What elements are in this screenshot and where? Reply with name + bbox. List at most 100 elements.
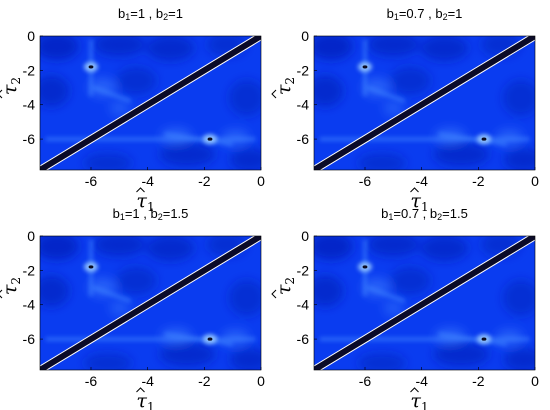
texture-patch <box>383 300 404 317</box>
texture-patch <box>229 347 261 370</box>
title-subscript: 1 <box>388 212 393 222</box>
diagonal-band <box>40 36 261 170</box>
y-axis-label: τ2 <box>273 277 297 295</box>
y-axis-symbol: τ <box>0 84 21 95</box>
texture-patch <box>93 36 146 57</box>
x-tick-label: -2 <box>472 373 485 389</box>
peak-1 <box>84 261 98 272</box>
texture-patch <box>433 342 490 367</box>
ridge-line <box>438 331 507 347</box>
texture-patch <box>358 353 406 370</box>
x-tick-label: -2 <box>472 173 485 189</box>
title-text: =1 , b <box>125 206 158 221</box>
y-tick-label: 0 <box>27 28 35 44</box>
texture-patch <box>314 36 353 61</box>
y-tick-label: -2 <box>297 262 310 278</box>
peak-core <box>481 137 487 141</box>
texture-patch <box>433 142 490 167</box>
texture-patch <box>390 266 431 295</box>
peak-2 <box>203 334 217 345</box>
diagonal-band <box>40 236 261 370</box>
title-text: =1 <box>168 6 183 21</box>
title-text: b <box>381 206 388 221</box>
texture-patch <box>367 36 420 57</box>
x-tick-label: -2 <box>198 373 211 389</box>
peak-1 <box>358 61 372 72</box>
x-tick-label: 0 <box>531 373 539 389</box>
y-tick-label: -6 <box>297 131 310 147</box>
peak-core <box>88 65 94 69</box>
title-subscript: 1 <box>394 12 399 22</box>
y-axis-subscript: 2 <box>9 277 23 285</box>
title-subscript: 1 <box>125 12 130 22</box>
x-tick-label: 0 <box>531 173 539 189</box>
texture-patch <box>420 236 469 262</box>
x-axis-label: τ1 <box>410 190 428 214</box>
y-tick-label: -4 <box>23 97 36 113</box>
title-text: b <box>113 206 120 221</box>
texture-patch <box>40 274 70 307</box>
x-tick-label: -6 <box>359 373 372 389</box>
texture-patch <box>502 279 535 316</box>
texture-patch <box>229 147 261 170</box>
ridge-line <box>93 285 132 304</box>
y-axis-subscript: 2 <box>283 77 297 85</box>
texture-patch <box>146 36 195 62</box>
axes-frame <box>313 235 536 371</box>
y-tick-label: -4 <box>23 297 36 313</box>
texture-patch <box>228 79 261 116</box>
texture-patch <box>503 147 535 170</box>
peak-1 <box>358 261 372 272</box>
ridge-line <box>164 131 233 147</box>
y-axis-subscript: 2 <box>9 77 23 85</box>
y-tick-label: -4 <box>297 297 310 313</box>
texture-patch <box>109 300 130 317</box>
title-text: =0.7 , b <box>399 6 443 21</box>
x-axis-subscript: 1 <box>421 200 429 214</box>
texture-patch <box>159 342 216 367</box>
title-subscript: 2 <box>443 12 448 22</box>
y-tick-label: -4 <box>297 97 310 113</box>
texture-patch <box>116 266 157 295</box>
y-tick-label: 0 <box>301 28 309 44</box>
x-axis-subscript: 1 <box>421 400 429 410</box>
x-axis-symbol: τ <box>136 190 147 212</box>
y-tick-label: -2 <box>23 262 36 278</box>
title-text: =1.5 <box>442 206 468 221</box>
texture-patch <box>116 66 157 95</box>
y-axis-symbol: τ <box>273 284 295 295</box>
heatmap-field <box>40 36 261 170</box>
y-axis-label: τ2 <box>273 77 297 95</box>
texture-patch <box>390 66 431 95</box>
title-text: =0.7 , b <box>393 206 437 221</box>
y-axis-symbol: τ <box>0 284 21 295</box>
x-axis-label: τ1 <box>410 390 428 410</box>
diagonal-fill <box>40 36 261 170</box>
peak-core <box>362 65 368 69</box>
x-tick-label: 0 <box>257 173 265 189</box>
x-axis-hat <box>136 387 145 393</box>
peak-core <box>481 337 487 341</box>
y-axis-label: τ2 <box>0 277 23 295</box>
texture-patch <box>503 347 535 370</box>
texture-patch <box>383 100 404 117</box>
panel-title: b1=0.7 , b2=1.5 <box>381 206 468 222</box>
x-tick-label: -4 <box>415 173 428 189</box>
x-axis-label: τ1 <box>136 390 154 410</box>
peak-core <box>88 265 94 269</box>
texture-patch <box>84 353 132 370</box>
texture-patch <box>314 274 344 307</box>
y-axis-hat <box>271 89 277 99</box>
title-subscript: 2 <box>437 212 442 222</box>
y-axis-symbol: τ <box>273 84 295 95</box>
axes-frame <box>39 35 262 171</box>
y-axis-hat <box>0 89 3 99</box>
texture-patch <box>502 79 535 116</box>
heatmap-field <box>314 236 535 370</box>
peak-core <box>362 265 368 269</box>
axes-frame <box>313 35 536 171</box>
